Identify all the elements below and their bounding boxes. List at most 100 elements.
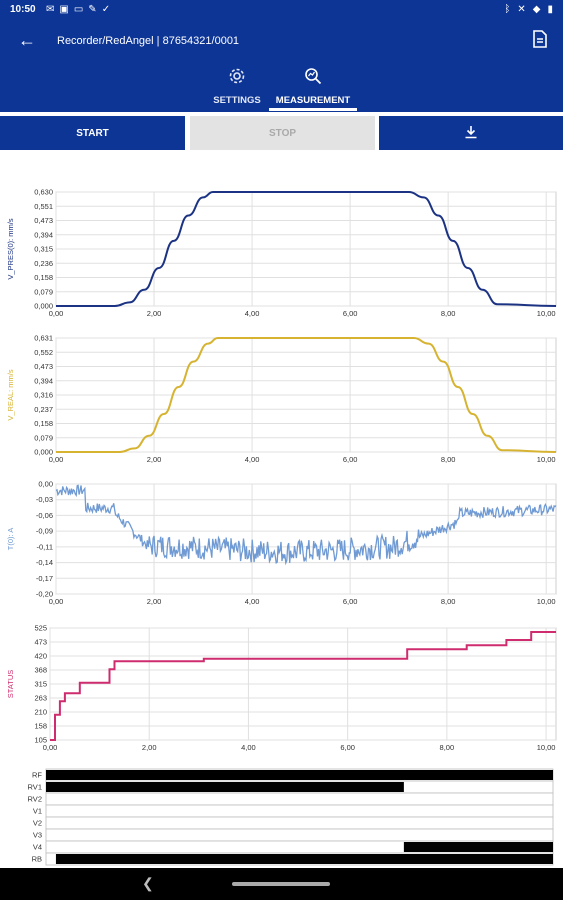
x-tick-label: 6,00 [340, 743, 355, 752]
x-tick-label: 2,00 [142, 743, 157, 752]
y-tick-label: -0,06 [36, 511, 53, 520]
mail-icon: ✉ [46, 4, 55, 15]
status-bar: 10:50 ✉ ▣ ▭ ✎ ✓ ᛒ ✕ ◆ ▮ [0, 0, 563, 20]
track-label: V4 [33, 843, 42, 852]
y-tick-label: 525 [34, 624, 47, 633]
tab-measurement-label: MEASUREMENT [275, 95, 351, 106]
download-icon [464, 125, 478, 142]
nav-back-icon[interactable]: ❮ [142, 875, 154, 891]
y-tick-label: 0,551 [34, 202, 53, 211]
status-time: 10:50 [10, 4, 36, 15]
track-label: V1 [33, 807, 42, 816]
chart-v-preset: 0,00 2,00 4,00 6,00 8,00 10,00 0,630 0,551 0,473… [6, 188, 557, 318]
x-tick-label: 0,00 [49, 597, 64, 606]
y-tick-label: -0,09 [36, 527, 53, 536]
x-tick-label: 6,00 [343, 455, 358, 464]
tab-settings-label: SETTINGS [213, 95, 261, 106]
y-tick-label: 0,394 [34, 230, 53, 239]
x-tick-label: 0,00 [49, 309, 64, 318]
track-high-segment [403, 842, 553, 852]
y-tick-label: 0,630 [34, 188, 53, 197]
y-tick-label: 420 [34, 652, 47, 661]
navigation-bar: ❮ [0, 868, 563, 900]
track-high-segment [46, 770, 553, 780]
download-button[interactable] [379, 116, 563, 150]
y-tick-label: 0,473 [34, 362, 53, 371]
y-tick-label: 0,631 [34, 334, 53, 343]
chart-t: 0,00 2,00 4,00 6,00 8,00 10,00 0,00 -0,03 -0,06 -… [6, 480, 557, 606]
document-icon[interactable] [532, 30, 548, 53]
track-high-segment [55, 854, 554, 864]
tab-settings[interactable]: SETTINGS [197, 67, 277, 106]
action-bar: START STOP [0, 116, 563, 150]
track-row [45, 804, 554, 818]
x-tick-label: 10,00 [537, 455, 556, 464]
stop-button[interactable]: STOP [190, 116, 375, 150]
track-label: RF [32, 771, 42, 780]
y-tick-label: 0,158 [34, 419, 53, 428]
track-label: V2 [33, 819, 42, 828]
y-tick-label: 0,552 [34, 348, 53, 357]
x-tick-label: 4,00 [245, 455, 260, 464]
y-tick-label: 0,473 [34, 216, 53, 225]
track-label: RV1 [28, 783, 42, 792]
y-tick-label: -0,11 [36, 542, 53, 551]
x-tick-label: 10,00 [537, 309, 556, 318]
gallery-icon: ▣ [59, 4, 69, 15]
x-tick-label: 4,00 [245, 309, 260, 318]
brush-icon: ✎ [88, 4, 97, 15]
y-tick-label: 0,237 [34, 405, 53, 414]
y-axis-label: V_PRES(0): mm/s [6, 218, 15, 280]
y-axis-label: T(0): A [6, 528, 15, 551]
plot-area [55, 483, 557, 595]
x-tick-label: 8,00 [440, 743, 455, 752]
y-tick-label: -0,03 [36, 495, 53, 504]
chart-timeline: RF RV1 RV2 V1 V2 V3 V4 RB [28, 768, 554, 866]
start-button[interactable]: START [0, 116, 185, 150]
x-tick-label: 2,00 [147, 597, 162, 606]
y-tick-label: 105 [34, 736, 47, 745]
y-tick-label: 0,394 [34, 376, 53, 385]
track-high-segment [46, 782, 404, 792]
y-tick-label: 0,000 [34, 448, 53, 457]
series-line [56, 337, 557, 453]
page-title: Recorder/RedAngel | 87654321/0001 [57, 35, 240, 47]
mute-icon: ✕ [517, 4, 526, 15]
x-tick-label: 4,00 [245, 597, 260, 606]
back-arrow-icon[interactable]: ← [18, 30, 36, 50]
y-tick-label: -0,17 [36, 574, 53, 583]
bluetooth-icon: ᛒ [504, 4, 511, 15]
check-icon: ✓ [101, 4, 111, 15]
series-line [50, 631, 556, 741]
track-row [45, 816, 554, 830]
charts-area: 0,00 2,00 4,00 6,00 8,00 10,00 0,630 0,551 0,473… [0, 150, 563, 868]
y-tick-label: 0,315 [34, 245, 53, 254]
x-tick-label: 8,00 [441, 597, 456, 606]
home-pill[interactable] [232, 882, 330, 886]
y-tick-label: 0,000 [34, 302, 53, 311]
series-line [56, 191, 557, 307]
tab-measurement[interactable]: MEASUREMENT [273, 67, 353, 106]
y-tick-label: 263 [34, 694, 47, 703]
series-line [55, 484, 557, 566]
y-tick-label: 0,158 [34, 273, 53, 282]
app-bar: ← Recorder/RedAngel | 87654321/0001 SETT… [0, 20, 563, 112]
x-tick-label: 4,00 [241, 743, 256, 752]
x-tick-label: 0,00 [49, 455, 64, 464]
y-tick-label: 0,236 [34, 259, 53, 268]
x-tick-label: 6,00 [343, 309, 358, 318]
y-tick-label: 315 [34, 680, 47, 689]
y-tick-label: 210 [34, 708, 47, 717]
y-tick-label: 0,079 [34, 287, 53, 296]
y-tick-label: -0,20 [36, 590, 53, 599]
y-axis-label: V_REAL: mm/s [6, 369, 15, 421]
chart-status: 0,00 2,00 4,00 6,00 8,00 10,00 525 473 420 368 315… [6, 624, 557, 752]
y-tick-label: 368 [34, 666, 47, 675]
search-chart-icon [273, 67, 353, 88]
x-tick-label: 6,00 [343, 597, 358, 606]
x-tick-label: 0,00 [43, 743, 58, 752]
wifi-icon: ◆ [532, 4, 541, 15]
y-axis-label: STATUS [6, 670, 15, 698]
tab-indicator [269, 108, 357, 111]
x-tick-label: 8,00 [441, 455, 456, 464]
